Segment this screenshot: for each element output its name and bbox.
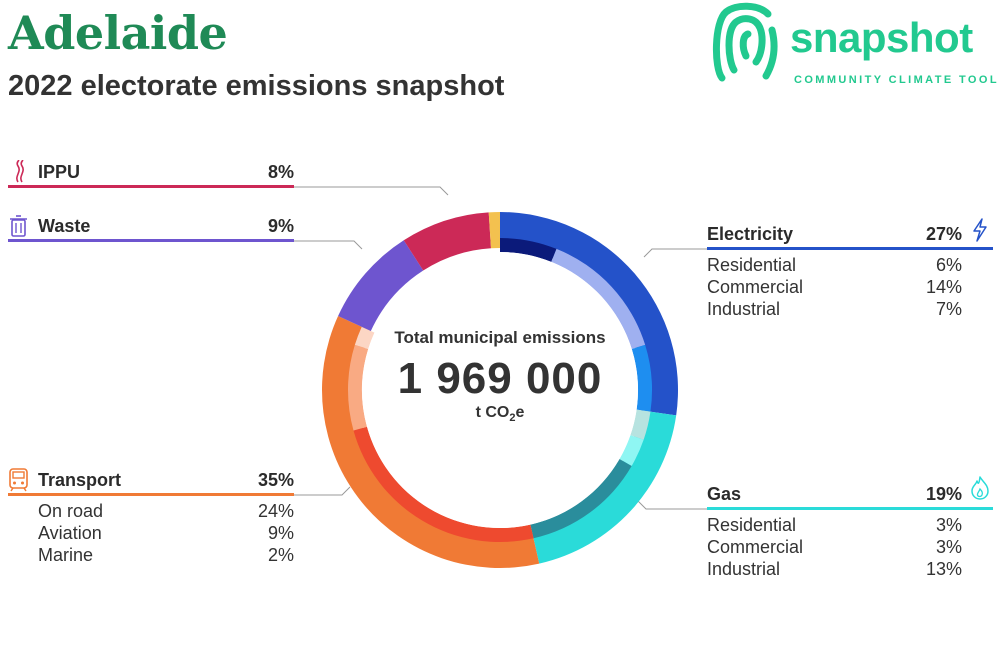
category-electricity: Electricity 27% Residential 6% Commercia… xyxy=(707,218,993,321)
donut-subslice-transport-on-road xyxy=(353,426,534,542)
sub-label: Aviation xyxy=(38,523,102,543)
electricity-percent: 27% xyxy=(925,224,962,244)
donut-slice-ippu xyxy=(403,212,491,271)
sub-percent: 3% xyxy=(935,515,962,535)
sub-percent: 6% xyxy=(935,255,962,275)
ippu-label: IPPU xyxy=(38,162,81,182)
snapshot-logo[interactable]: snapshot COMMUNITY CLIMATE TOOL xyxy=(712,0,1000,92)
transport-label: Transport xyxy=(38,470,122,490)
sub-label: On road xyxy=(38,501,104,521)
donut-center xyxy=(362,252,638,528)
waste-percent: 9% xyxy=(267,216,294,236)
sub-label: Residential xyxy=(707,255,797,275)
category-ippu: IPPU 8% xyxy=(8,160,294,188)
donut-slice-other xyxy=(488,212,500,249)
sub-percent: 2% xyxy=(267,545,294,565)
sub-percent: 14% xyxy=(925,277,962,297)
waste-underline xyxy=(8,239,294,242)
flame-icon xyxy=(971,476,989,500)
trash-bin-icon xyxy=(10,215,27,237)
donut-subslice-transport-aviation xyxy=(348,344,369,431)
transport-underline xyxy=(8,493,294,496)
gas-label: Gas xyxy=(707,484,742,504)
sub-label: Industrial xyxy=(707,559,781,579)
donut-subslice-electricity-commercial xyxy=(551,248,646,350)
page-title: Adelaide xyxy=(8,6,228,60)
logo-wordmark: snapshot xyxy=(790,14,973,61)
gas-sub-row: Industrial 13% xyxy=(707,559,993,581)
total-emissions-value: 1 969 000 xyxy=(397,354,603,403)
transport-sub-row: Marine 2% xyxy=(8,545,294,567)
donut-slice-transport xyxy=(322,316,540,569)
donut-subslice-transport-marine xyxy=(354,326,375,350)
sub-label: Industrial xyxy=(707,299,781,319)
page-subtitle: 2022 electorate emissions snapshot xyxy=(8,70,505,102)
category-transport: Transport 35% On road 24% Aviation 9% Ma… xyxy=(8,468,294,567)
center-title: Total municipal emissions xyxy=(394,328,606,347)
donut-subslice-gas-residential xyxy=(630,409,651,440)
sub-percent: 9% xyxy=(267,523,294,543)
transport-sub-row: Aviation 9% xyxy=(8,523,294,545)
gas-sub-row: Residential 3% xyxy=(707,515,993,537)
sub-label: Residential xyxy=(707,515,797,535)
sub-percent: 13% xyxy=(925,559,962,579)
logo-tagline: COMMUNITY CLIMATE TOOL xyxy=(794,74,999,86)
sub-label: Commercial xyxy=(707,537,804,557)
donut-subslice-electricity-residential xyxy=(500,238,557,262)
sub-label: Commercial xyxy=(707,277,804,297)
electricity-label: Electricity xyxy=(707,224,794,244)
transport-sub-row: On road 24% xyxy=(8,501,294,523)
lightning-icon xyxy=(973,218,987,242)
transport-percent: 35% xyxy=(257,470,294,490)
electricity-sub-row: Commercial 14% xyxy=(707,277,993,299)
train-icon xyxy=(9,468,28,492)
gas-underline xyxy=(707,507,993,510)
category-gas: Gas 19% Residential 3% Commercial 3% Ind… xyxy=(707,476,993,581)
donut-slice-waste xyxy=(338,240,424,332)
gas-percent: 19% xyxy=(925,484,962,504)
ippu-percent: 8% xyxy=(267,162,294,182)
electricity-sub-row: Industrial 7% xyxy=(707,299,993,321)
sub-percent: 7% xyxy=(935,299,962,319)
sub-percent: 3% xyxy=(935,537,962,557)
category-waste: Waste 9% xyxy=(8,214,294,242)
donut-subslice-gas-commercial xyxy=(619,435,644,466)
donut-slice-electricity xyxy=(500,212,678,416)
sub-percent: 24% xyxy=(257,501,294,521)
fingerprint-logo-icon xyxy=(712,2,778,82)
gas-sub-row: Commercial 3% xyxy=(707,537,993,559)
donut-subslice-gas-industrial xyxy=(530,459,632,539)
electricity-sub-row: Residential 6% xyxy=(707,255,993,277)
electricity-underline xyxy=(707,247,993,250)
ippu-underline xyxy=(8,185,294,188)
emissions-unit: t CO2e xyxy=(475,404,525,425)
industrial-process-icon xyxy=(16,160,24,183)
waste-label: Waste xyxy=(38,216,91,236)
sub-label: Marine xyxy=(38,545,94,565)
donut-subslice-electricity-industrial xyxy=(631,344,653,412)
